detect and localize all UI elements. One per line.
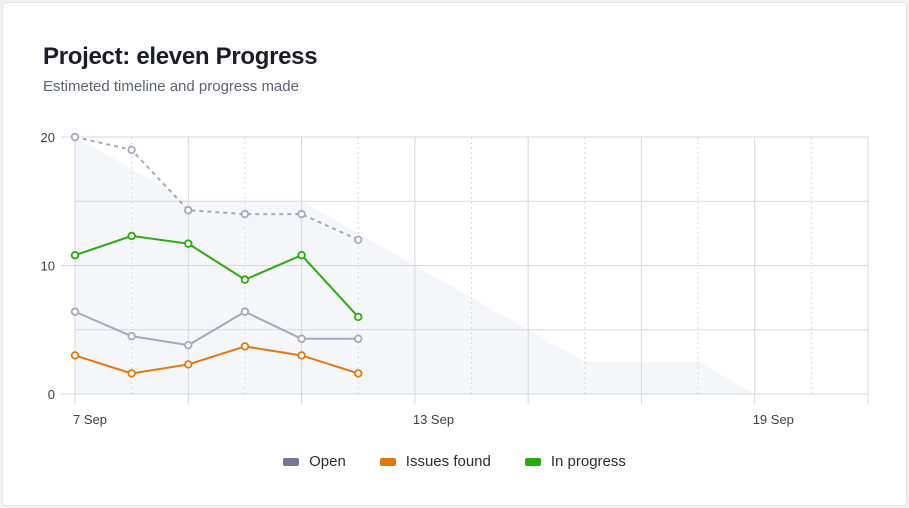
in-progress-point (297, 251, 306, 260)
remaining-estimate-point (127, 145, 136, 155)
legend-item-in-progress[interactable]: In progress (524, 453, 626, 470)
open-point (297, 334, 306, 343)
in-progress-point (240, 275, 250, 284)
y-tick-label: 0 (48, 387, 55, 402)
issues-found-point (70, 351, 80, 360)
open-point (240, 307, 250, 316)
open-point (127, 331, 136, 341)
y-tick-label: 20 (41, 130, 55, 145)
x-tick-label: 7 Sep (73, 412, 107, 427)
legend: Open Issues found In progress (3, 453, 906, 470)
in-progress-line (74, 234, 359, 318)
open-point (184, 340, 193, 350)
in-progress-point (127, 231, 136, 241)
legend-label: Issues found (405, 453, 491, 470)
remaining-estimate-point (297, 209, 306, 219)
remaining-estimate-line (74, 136, 359, 241)
issues-found-point (184, 360, 193, 369)
open-point (354, 334, 363, 343)
legend-label: Open (309, 453, 346, 470)
issues-found-point (127, 369, 136, 378)
remaining-estimate-point (184, 206, 193, 215)
issues-found-point (240, 342, 250, 351)
issues-found-point (354, 369, 363, 378)
remaining-estimate-point (70, 132, 80, 142)
in-progress-point (354, 312, 363, 322)
issues-found-line (74, 345, 359, 375)
legend-swatch (379, 457, 396, 466)
open-point (70, 307, 80, 316)
legend-swatch (524, 457, 541, 466)
in-progress-point (70, 251, 80, 260)
legend-swatch (283, 457, 300, 466)
page-title: Project: eleven Progress (43, 43, 318, 70)
x-tick-label: 19 Sep (753, 412, 794, 427)
remaining-estimate-point (240, 209, 250, 219)
legend-item-open[interactable]: Open (283, 453, 346, 470)
in-progress-point (184, 239, 193, 248)
open-line (74, 310, 359, 347)
legend-item-issues-found[interactable]: Issues found (379, 453, 491, 470)
y-tick-label: 10 (41, 259, 55, 274)
legend-label: In progress (550, 453, 626, 470)
remaining-estimate-point (354, 235, 363, 244)
x-tick-label: 13 Sep (413, 412, 454, 427)
page-subtitle: Estimeted timeline and progress made (43, 78, 299, 95)
progress-chart: 0 10 20 7 Sep 13 Sep 19 Sep (41, 130, 869, 427)
issues-found-point (297, 351, 306, 360)
